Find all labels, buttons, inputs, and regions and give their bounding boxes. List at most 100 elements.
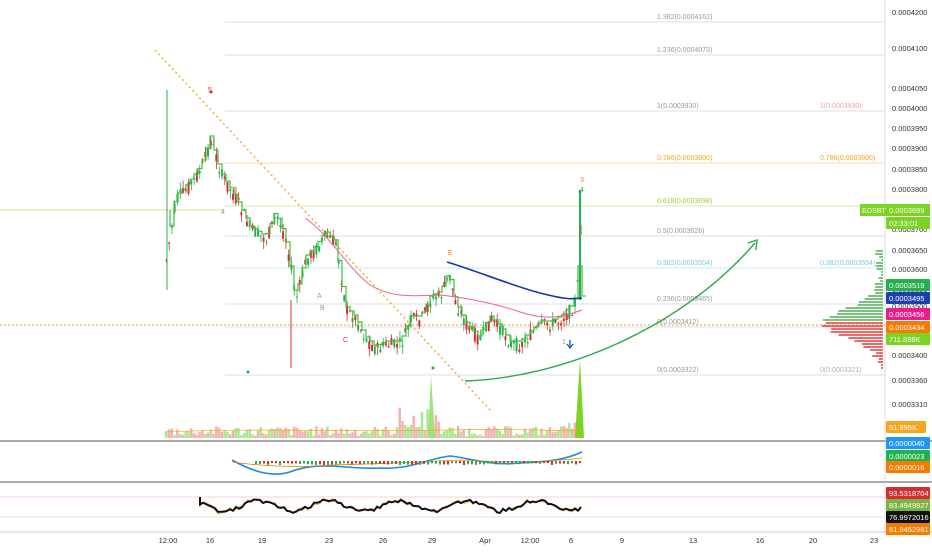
indicator1-hist bbox=[411, 461, 413, 465]
downtrend-line bbox=[154, 49, 493, 413]
volume-profile-bar bbox=[874, 283, 883, 285]
candle-body bbox=[204, 151, 207, 158]
candle-body bbox=[290, 264, 293, 270]
indicator1-hist bbox=[439, 461, 441, 465]
volume-bar bbox=[329, 435, 332, 438]
price-tick-label: 0.0003800 bbox=[892, 185, 927, 194]
volume-bar bbox=[392, 433, 396, 438]
indicator2-line-black bbox=[199, 497, 582, 515]
candle-body bbox=[207, 147, 209, 157]
volume-bar bbox=[540, 428, 543, 438]
volume-bar bbox=[348, 433, 351, 438]
volume-bar bbox=[256, 430, 260, 438]
price-tick-label: 0.0003360 bbox=[892, 376, 927, 385]
wave-label: 3 bbox=[580, 177, 584, 184]
badge-text: 0.0003699 bbox=[889, 206, 924, 215]
candle-body bbox=[371, 345, 373, 351]
candle-body bbox=[165, 259, 168, 261]
indicator1-hist bbox=[471, 461, 473, 465]
badge-text: 61.9452981 bbox=[889, 525, 929, 534]
volume-profile-bar bbox=[870, 349, 883, 351]
candle-body bbox=[209, 140, 212, 147]
indicator1-hist bbox=[371, 461, 373, 465]
candle-body bbox=[548, 329, 551, 332]
volume-bar bbox=[470, 434, 474, 438]
indicator1-hist bbox=[355, 461, 357, 464]
indicator1-hist bbox=[495, 461, 497, 465]
indicator1-hist bbox=[399, 461, 401, 465]
fib-label: 0.5(0.0003626) bbox=[657, 228, 704, 235]
indicator1-hist bbox=[459, 461, 461, 464]
volume-bar bbox=[376, 428, 379, 438]
candle-body bbox=[409, 315, 412, 323]
badge-text: 0.0000023 bbox=[889, 452, 924, 461]
marker-dot bbox=[431, 366, 435, 370]
marker-dot bbox=[246, 370, 250, 374]
candle-body bbox=[429, 304, 432, 308]
wave-label: 1 bbox=[562, 339, 566, 346]
volume-bar bbox=[493, 426, 496, 438]
candle-body bbox=[568, 304, 571, 319]
volume-bar bbox=[390, 434, 393, 438]
volume-bar bbox=[220, 431, 224, 438]
candle-body bbox=[282, 231, 285, 239]
indicator1-hist bbox=[271, 461, 273, 464]
candle-body bbox=[270, 221, 273, 224]
indicator1-hist bbox=[259, 461, 261, 465]
volume-bar bbox=[240, 435, 243, 438]
price-tick-label: 0.0003700 bbox=[892, 225, 927, 234]
volume-bar bbox=[215, 426, 218, 438]
volume-bar bbox=[190, 428, 193, 438]
wave-label: 4 bbox=[580, 187, 584, 194]
candle-body bbox=[565, 313, 568, 320]
indicator1-hist bbox=[511, 461, 513, 464]
candle-body bbox=[476, 334, 479, 345]
price-tick-label: 0.0003400 bbox=[892, 351, 927, 360]
indicator1-hist bbox=[263, 461, 265, 464]
candle-body bbox=[523, 338, 526, 343]
symbol-tag: EOSBTC bbox=[860, 204, 891, 216]
volume-bar bbox=[406, 427, 410, 438]
volume-bar bbox=[228, 434, 232, 438]
indicator1-hist bbox=[531, 461, 533, 464]
volume-bar bbox=[226, 431, 229, 438]
price-tick-label: 0.0003310 bbox=[892, 400, 927, 409]
candle-body bbox=[179, 189, 182, 192]
badge-text: 711.888K bbox=[889, 335, 921, 344]
volume-bar bbox=[443, 431, 446, 438]
indicator-1 bbox=[231, 451, 583, 475]
volume-profile-bar bbox=[876, 352, 883, 354]
candle-body bbox=[337, 260, 340, 264]
candle-body bbox=[443, 281, 446, 287]
volume-bar bbox=[484, 429, 488, 438]
candle-body bbox=[215, 154, 218, 162]
volume-profile-bar bbox=[874, 289, 883, 291]
candle-body bbox=[379, 349, 382, 353]
indicator1-hist bbox=[359, 461, 361, 465]
indicator1-hist bbox=[379, 461, 381, 464]
badge-text: 83.4949827 bbox=[889, 501, 929, 510]
candle-body bbox=[510, 341, 512, 348]
volume-profile-bar bbox=[848, 337, 883, 339]
volume-bar bbox=[365, 431, 368, 438]
indicator1-hist bbox=[287, 461, 289, 464]
fib-right-label: 1(0.0003930) bbox=[820, 103, 862, 110]
candle-body bbox=[423, 307, 426, 311]
volume-bar bbox=[217, 427, 221, 438]
volume-bar bbox=[562, 426, 566, 438]
time-tick-label: 12:00 bbox=[159, 536, 178, 545]
candle-body bbox=[473, 327, 476, 342]
candle-body bbox=[432, 295, 435, 299]
indicator1-hist bbox=[507, 461, 509, 465]
candle-body bbox=[354, 315, 357, 321]
volume-profile-bar bbox=[880, 280, 883, 282]
fib-label: 0.236(0.0003465) bbox=[657, 296, 712, 303]
indicator1-hist bbox=[555, 461, 557, 464]
volume-bar bbox=[498, 430, 502, 438]
candle-body bbox=[479, 336, 482, 340]
indicator1-hist bbox=[475, 461, 477, 465]
volume-bar bbox=[334, 430, 338, 438]
volume-bar bbox=[395, 427, 399, 438]
